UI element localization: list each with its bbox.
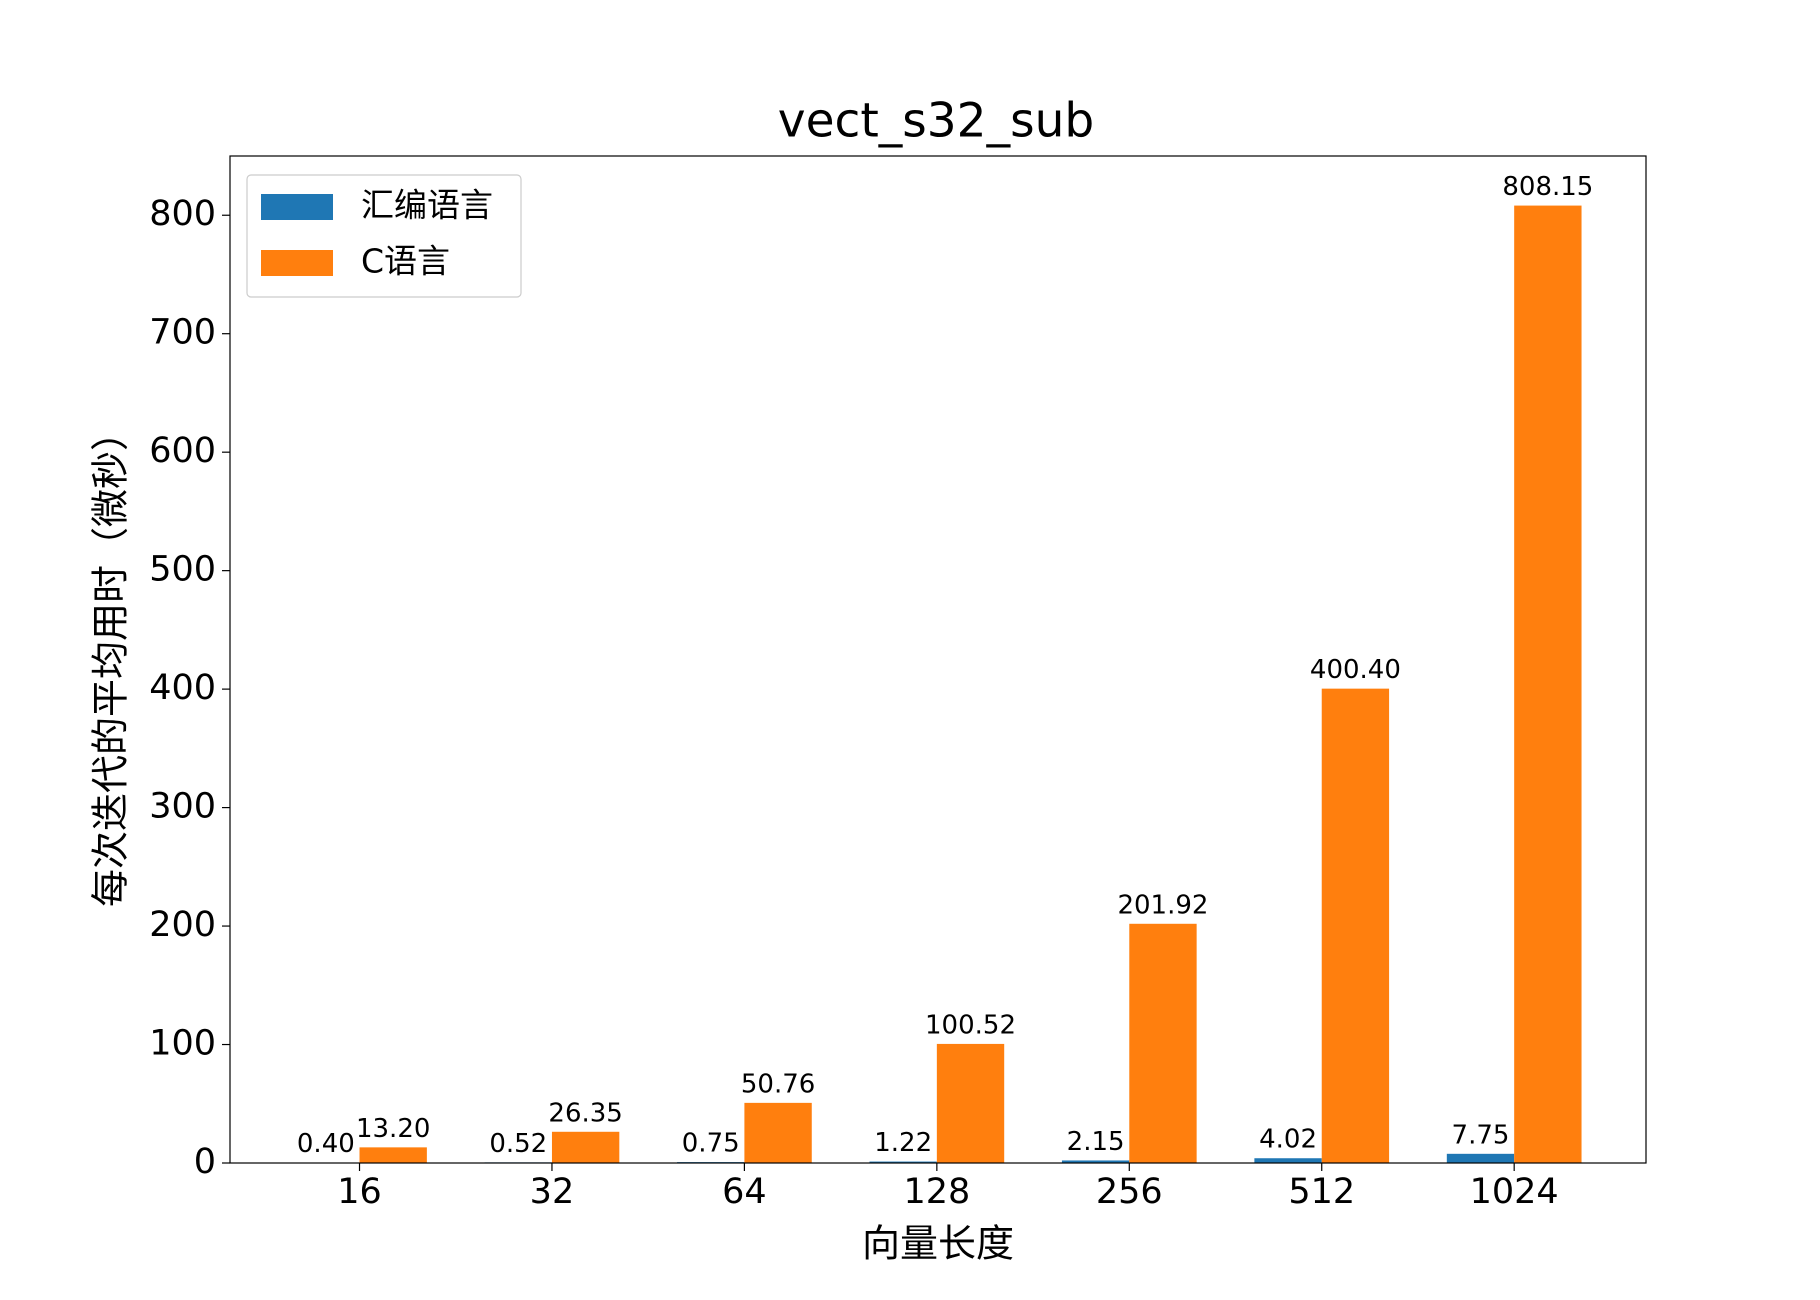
y-tick-label: 500: [149, 550, 216, 590]
value-label: 0.75: [682, 1129, 740, 1159]
bar: [936, 1043, 1005, 1163]
legend-swatch: [261, 194, 333, 220]
value-label: 0.52: [489, 1129, 547, 1159]
chart-title: vect_s32_sub: [778, 94, 1094, 149]
plot-frame: [229, 155, 1647, 1164]
x-tick-label: 128: [903, 1172, 970, 1212]
y-tick-label: 200: [149, 905, 216, 945]
legend-label: 汇编语言: [361, 186, 493, 225]
bar: [551, 1131, 620, 1163]
legend-swatch: [261, 250, 333, 276]
value-label: 7.75: [1452, 1120, 1510, 1150]
x-tick-label: 32: [530, 1172, 575, 1212]
value-label: 100.52: [925, 1010, 1016, 1040]
y-tick-label: 300: [149, 787, 216, 827]
value-label: 13.20: [356, 1114, 430, 1144]
y-tick-label: 100: [149, 1024, 216, 1064]
value-label: 50.76: [741, 1069, 815, 1099]
value-label: 400.40: [1310, 655, 1401, 685]
value-label: 0.40: [297, 1129, 355, 1159]
y-tick-label: 800: [149, 194, 216, 234]
bar: [869, 1161, 937, 1163]
bar: [744, 1102, 812, 1163]
value-label: 1.22: [874, 1128, 932, 1158]
value-label: 2.15: [1067, 1127, 1125, 1157]
value-label: 201.92: [1117, 890, 1208, 920]
bar: [1321, 688, 1390, 1163]
x-tick-label: 64: [722, 1172, 767, 1212]
x-tick-label: 16: [337, 1172, 382, 1212]
y-tick-label: 600: [149, 431, 216, 471]
y-tick-label: 700: [149, 313, 216, 353]
x-tick-label: 1024: [1470, 1172, 1559, 1212]
bar: [1129, 923, 1197, 1163]
value-label: 4.02: [1259, 1125, 1317, 1155]
x-tick-label: 512: [1288, 1172, 1355, 1212]
bar: [1061, 1160, 1130, 1163]
bar: [1254, 1158, 1322, 1163]
bar: [1514, 205, 1582, 1163]
legend-label: C语言: [361, 242, 450, 281]
x-axis-label: 向量长度: [862, 1222, 1014, 1266]
y-tick-label: 400: [149, 668, 216, 708]
value-label: 26.35: [548, 1098, 622, 1128]
value-label: 808.15: [1502, 172, 1593, 202]
bar: [359, 1147, 427, 1163]
y-axis-label: 每次迭代的平均用时（微秒）: [89, 413, 133, 907]
y-tick-label: 0: [194, 1142, 216, 1182]
x-tick-label: 256: [1096, 1172, 1163, 1212]
bar: [1446, 1153, 1515, 1163]
